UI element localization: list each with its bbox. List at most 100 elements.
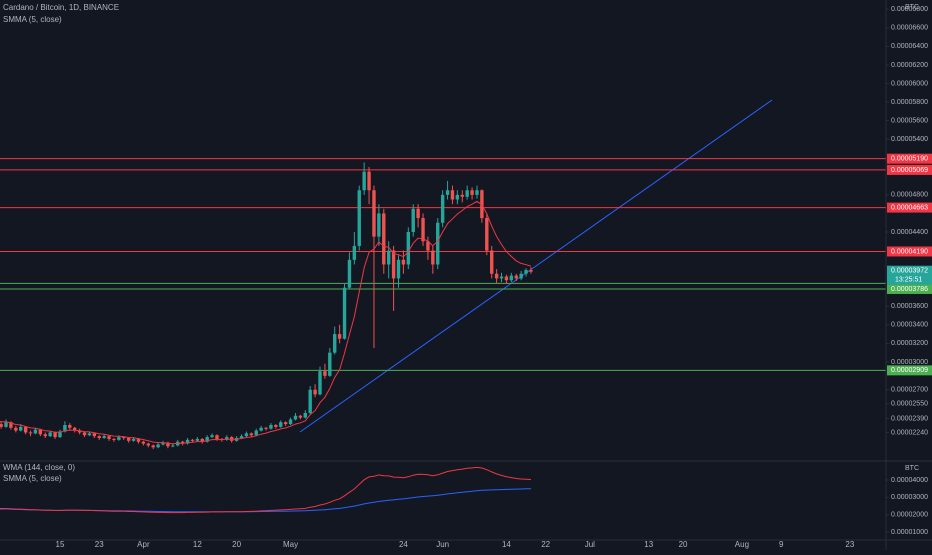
- candle-body: [53, 432, 57, 438]
- candle-body: [82, 432, 87, 436]
- candle-body: [475, 190, 479, 195]
- candle-body: [416, 208, 420, 219]
- y-tick-label: 0.00006200: [891, 62, 928, 69]
- candle-body: [102, 436, 106, 439]
- candle-body: [269, 425, 273, 429]
- candle-body: [92, 433, 97, 437]
- candle-body: [97, 436, 101, 439]
- candle-body: [514, 275, 518, 279]
- candle-body: [411, 208, 415, 232]
- y-tick-label: 0.00002240: [891, 429, 928, 436]
- y-tick-label: 0.00002390: [891, 415, 928, 422]
- level-label: 0.00005190: [887, 153, 932, 164]
- candle-body: [205, 437, 209, 442]
- x-tick-label: May: [283, 540, 298, 549]
- level-label-bg: [887, 365, 932, 376]
- candle-body: [303, 412, 307, 418]
- candle-body: [112, 438, 116, 440]
- candle-body: [249, 433, 254, 436]
- candle-body: [48, 432, 52, 437]
- x-tick-label: 15: [56, 540, 65, 549]
- candle-body: [156, 444, 160, 448]
- y-tick-label: 0.00003600: [891, 303, 928, 310]
- smma-line: [0, 466, 532, 514]
- level-label: 0.00005069: [887, 164, 932, 175]
- candle-body: [377, 213, 381, 237]
- unit-label: BTC: [905, 4, 919, 11]
- y-tick-label: 0.00005600: [891, 117, 928, 124]
- candle-body: [264, 427, 268, 429]
- candle-body: [87, 433, 92, 436]
- last-price-label: 0.00003972 13:25:51: [887, 265, 932, 285]
- y-tick-label: 0.00002000: [891, 512, 928, 519]
- candle-body: [190, 439, 195, 441]
- x-tick-label: 20: [232, 540, 241, 549]
- candle-body: [210, 435, 214, 438]
- candle-body: [117, 437, 121, 440]
- level-label-text: 0.00003786: [891, 286, 928, 293]
- candle-body: [421, 218, 425, 242]
- candle-body: [372, 190, 376, 237]
- candle-body: [490, 250, 494, 274]
- candle-body: [200, 438, 204, 442]
- candle-body: [14, 427, 18, 431]
- candle-body: [455, 194, 460, 200]
- candle-body: [38, 429, 43, 435]
- candle-body: [406, 231, 411, 265]
- candle-body: [185, 439, 190, 444]
- candle-body: [323, 371, 327, 376]
- level-label-text: 0.00004663: [891, 204, 928, 211]
- level-label-text: 0.00002909: [891, 367, 928, 374]
- y-tick-label: 0.00006400: [891, 43, 928, 50]
- candle-body: [337, 334, 342, 339]
- lower-pane: [0, 466, 532, 514]
- candle-body: [293, 415, 298, 420]
- candle-body: [436, 222, 440, 265]
- y-tick-label: 0.00004800: [891, 192, 928, 199]
- y-tick-label: 0.00003000: [891, 494, 928, 501]
- candle-body: [396, 259, 401, 279]
- candle-body: [450, 190, 455, 200]
- y-tick-label: 0.00002550: [891, 401, 928, 408]
- x-tick-label: Apr: [137, 540, 150, 549]
- candle-body: [68, 425, 72, 428]
- candle-body: [465, 190, 469, 197]
- candle-body: [28, 432, 33, 434]
- axes: 0.00006800 0.00006600 0.00006400 0.00006200…: [56, 6, 932, 549]
- candle-body: [126, 438, 131, 441]
- candle-body: [23, 426, 28, 433]
- level-label-text: 0.00005069: [891, 167, 928, 174]
- candle-body: [367, 171, 371, 191]
- candle-body: [141, 441, 146, 444]
- candle-body: [362, 171, 366, 191]
- candle-body: [122, 437, 126, 439]
- candle-body: [298, 415, 303, 418]
- trend-line: [299, 99, 773, 433]
- x-tick-label: 12: [193, 540, 202, 549]
- level-label-bg: [887, 283, 932, 294]
- candle-body: [386, 250, 391, 265]
- y-tick-label: 0.00005800: [891, 99, 928, 106]
- candle-body: [342, 287, 347, 339]
- candle-body: [180, 441, 185, 444]
- candle-body: [9, 422, 13, 428]
- y-tick-label: 0.00003400: [891, 322, 928, 329]
- candle-body: [244, 433, 249, 437]
- candle-body: [0, 424, 3, 427]
- level-label-bg: [887, 202, 932, 213]
- indicator-label: SMMA (5, close): [3, 15, 62, 24]
- x-tick-label: 20: [679, 540, 688, 549]
- candle-body: [215, 435, 219, 439]
- candle-body: [431, 250, 435, 265]
- candle-body: [440, 194, 445, 223]
- y-tick-label: 0.00004000: [891, 477, 928, 484]
- y-tick-label: 0.00003200: [891, 340, 928, 347]
- candle-body: [352, 245, 357, 260]
- candle-body: [529, 270, 533, 272]
- candle-body: [259, 427, 263, 431]
- x-tick-label: Aug: [735, 540, 749, 549]
- level-label: 0.00004190: [887, 246, 932, 257]
- last-price-text: 0.00003972: [891, 268, 928, 275]
- candle-body: [328, 352, 332, 376]
